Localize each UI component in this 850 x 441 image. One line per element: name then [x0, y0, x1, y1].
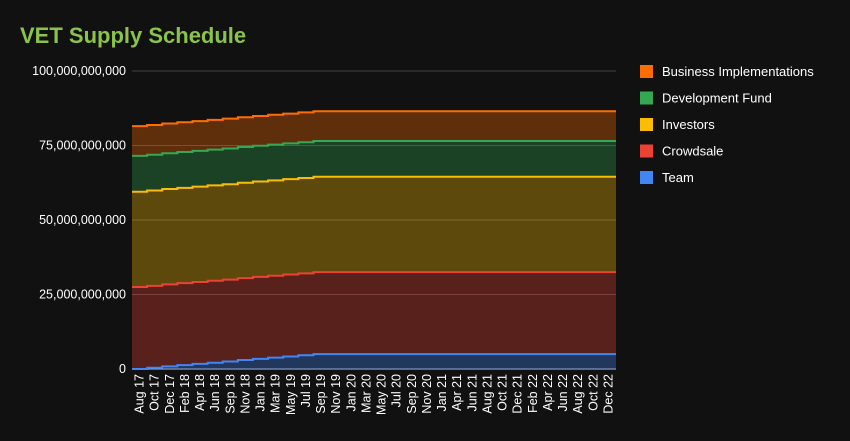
area-business-implementations: [132, 111, 616, 156]
x-tick-label: Nov 18: [238, 374, 252, 414]
legend-label: Crowdsale: [662, 144, 723, 159]
y-axis-ticks: 0 25,000,000,000 50,000,000,000 75,000,000,…: [32, 64, 126, 376]
x-tick-label: Apr 22: [541, 374, 555, 411]
x-tick-label: May 20: [375, 374, 389, 415]
x-tick-label: Jan 19: [254, 374, 268, 412]
x-tick-label: Jun 22: [556, 374, 570, 412]
area-investors: [132, 176, 616, 288]
legend-swatch: [640, 171, 653, 184]
x-tick-label: Mar 19: [269, 374, 283, 413]
x-tick-label: Oct 22: [586, 374, 600, 411]
x-tick-label: May 19: [284, 374, 298, 415]
x-tick-label: Dec 22: [601, 374, 615, 414]
x-tick-label: Jul 19: [299, 374, 313, 407]
legend-swatch: [640, 144, 653, 158]
legend-label: Investors: [662, 117, 715, 132]
y-tick-label: 50,000,000,000: [39, 213, 126, 227]
legend-swatch: [640, 118, 653, 131]
x-tick-label: Dec 21: [511, 374, 525, 414]
series-line-business-implementations: [132, 110, 616, 128]
series-line-development-fund: [132, 140, 616, 157]
gridlines: [132, 70, 616, 370]
x-tick-label: Nov 20: [420, 374, 434, 414]
x-tick-label: Jan 20: [344, 374, 358, 412]
x-tick-label: Apr 21: [450, 374, 464, 411]
x-tick-label: Sep 19: [314, 374, 328, 414]
area-team: [132, 354, 616, 369]
y-tick-label: 25,000,000,000: [39, 288, 126, 302]
y-tick-label: 75,000,000,000: [39, 139, 126, 153]
x-tick-label: Feb 22: [526, 374, 540, 413]
x-tick-label: Jun 18: [208, 374, 222, 412]
x-tick-label: Jan 21: [435, 374, 449, 412]
x-tick-label: Sep 18: [223, 374, 237, 414]
legend-swatch: [640, 65, 653, 78]
x-tick-label: Oct 17: [148, 374, 162, 411]
x-tick-label: Feb 18: [178, 374, 192, 413]
series-line-team: [132, 353, 616, 370]
x-tick-label: Sep 20: [405, 374, 419, 414]
x-tick-label: Oct 21: [496, 374, 510, 411]
x-tick-label: Jun 21: [465, 374, 479, 412]
stacked-areas: [132, 110, 616, 370]
legend-swatch: [640, 91, 653, 105]
x-tick-label: Nov 19: [329, 374, 343, 414]
x-tick-label: Dec 17: [163, 374, 177, 414]
x-tick-label: Aug 21: [480, 374, 494, 414]
chart-title: VET Supply Schedule: [20, 23, 246, 48]
legend-label: Development Fund: [662, 91, 772, 106]
area-crowdsale: [132, 272, 616, 369]
x-tick-label: Mar 20: [359, 374, 373, 413]
legend-label: Business Implementations: [662, 64, 814, 79]
legend: Business Implementations Development Fund…: [640, 64, 814, 185]
legend-label: Team: [662, 170, 694, 185]
y-tick-label: 0: [119, 362, 126, 376]
x-tick-label: Aug 17: [133, 374, 147, 414]
area-development-fund: [132, 141, 616, 192]
x-axis-ticks: Aug 17 Oct 17 Dec 17 Feb 18 Apr 18 Jun 18 Sep …: [133, 374, 616, 415]
x-tick-label: Jul 20: [390, 374, 404, 407]
series-line-investors: [132, 175, 616, 193]
y-tick-label: 100,000,000,000: [32, 64, 126, 78]
series-line-crowdsale: [132, 271, 616, 289]
x-tick-label: Apr 18: [193, 374, 207, 411]
x-tick-label: Aug 22: [571, 374, 585, 414]
